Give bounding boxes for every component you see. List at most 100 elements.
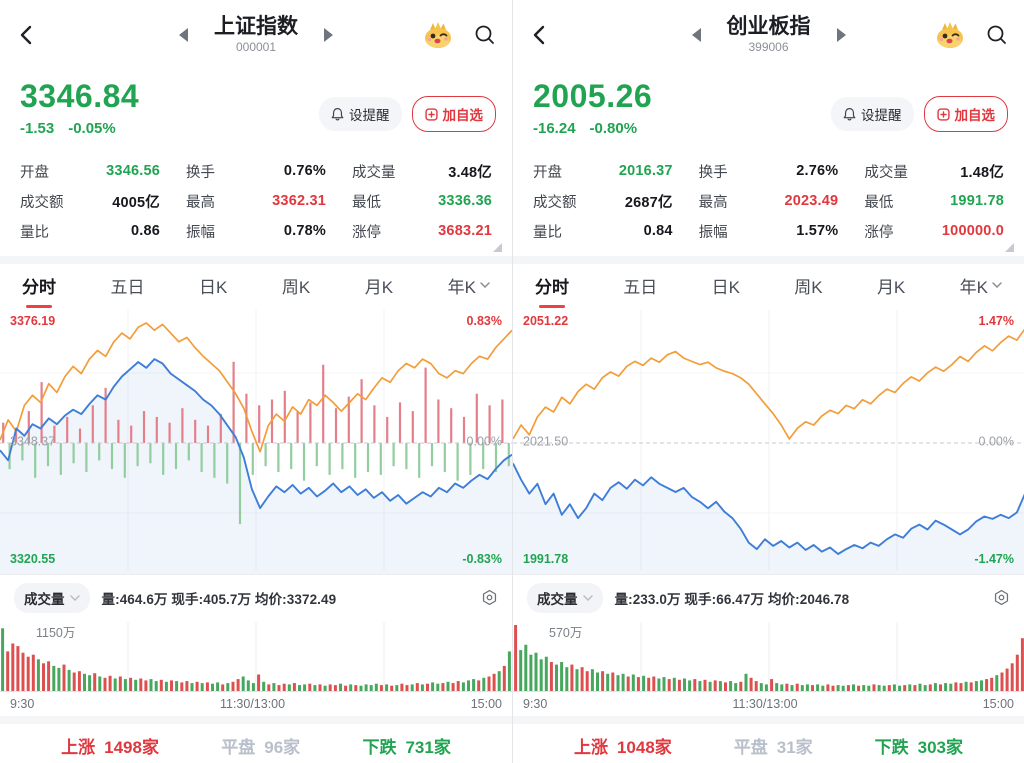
advancers-label: 上涨 bbox=[573, 737, 608, 757]
mascot-icon[interactable] bbox=[422, 21, 454, 49]
stat-item: 开盘 3346.56 bbox=[20, 156, 160, 186]
back-chevron-icon bbox=[533, 25, 545, 45]
decliners-count: 731家 bbox=[405, 737, 451, 757]
market-breadth-bar: 上涨 1048家 平盘 31家 下跌 303家 bbox=[513, 724, 1024, 763]
stat-value: 0.76% bbox=[283, 163, 326, 179]
unchanged-count: 96家 bbox=[264, 737, 301, 757]
minute-chart-box: 3376.19 0.83% 3348.37 0.00% 3320.55 -0.8… bbox=[0, 306, 512, 574]
volume-axis-label: 570万 bbox=[549, 626, 583, 640]
stat-item: 振幅 0.78% bbox=[186, 216, 326, 246]
add-watchlist-button[interactable]: 加自选 bbox=[923, 96, 1008, 132]
minute-chart[interactable] bbox=[513, 306, 1024, 574]
stat-item: 换手 2.76% bbox=[699, 156, 839, 186]
time-tick-close: 15:00 bbox=[470, 697, 502, 711]
minute-chart[interactable] bbox=[0, 306, 512, 574]
back-button[interactable] bbox=[529, 21, 557, 49]
stat-label: 换手 bbox=[186, 164, 215, 181]
stat-item: 最低 3336.36 bbox=[352, 186, 492, 216]
next-index-button[interactable] bbox=[836, 28, 846, 42]
index-panel-sh: 上证指数 000001 3346.84 bbox=[0, 0, 512, 763]
prev-index-button[interactable] bbox=[179, 28, 188, 42]
stat-item: 振幅 1.57% bbox=[699, 216, 839, 246]
stat-item: 涨停 3683.21 bbox=[352, 216, 492, 246]
chevron-down-icon bbox=[582, 594, 593, 601]
index-title: 创业板指 bbox=[726, 15, 811, 39]
stat-item: 成交额 2687亿 bbox=[533, 186, 673, 216]
tab-年K[interactable]: 年K bbox=[958, 267, 1004, 304]
unchanged-count: 31家 bbox=[776, 737, 813, 757]
price-change: -16.24 bbox=[533, 120, 576, 137]
stat-item: 成交额 4005亿 bbox=[20, 186, 160, 216]
tab-周K[interactable]: 周K bbox=[794, 277, 823, 297]
stat-value: 3336.36 bbox=[438, 193, 492, 209]
stat-value: 0.78% bbox=[283, 223, 326, 239]
axis-label-mid-pct: 0.00% bbox=[466, 434, 502, 449]
expand-stats-handle[interactable] bbox=[493, 243, 502, 252]
minute-chart-box: 2051.22 1.47% 2021.50 0.00% 1991.78 -1.4… bbox=[513, 306, 1024, 574]
chart-tab-bar: 分时 五日 日K 周K 月K 年K bbox=[513, 264, 1024, 306]
unchanged-label: 平盘 bbox=[733, 737, 768, 757]
tab-周K[interactable]: 周K bbox=[281, 277, 311, 297]
axis-label-low: 1991.78 bbox=[523, 552, 569, 566]
volume-stats-text: 量:464.6万 现手:405.7万 均价:3372.49 bbox=[101, 591, 337, 607]
chart-settings-button[interactable] bbox=[993, 589, 1010, 606]
set-alert-button[interactable]: 设提醒 bbox=[831, 97, 914, 131]
add-watchlist-button[interactable]: 加自选 bbox=[411, 96, 496, 132]
expand-stats-handle[interactable] bbox=[1005, 243, 1014, 252]
section-divider bbox=[0, 716, 512, 724]
volume-chart[interactable] bbox=[513, 620, 1024, 692]
time-tick-open: 9:30 bbox=[10, 697, 35, 711]
index-title-block: 上证指数 000001 bbox=[214, 15, 298, 54]
stat-item: 最高 2023.49 bbox=[699, 186, 839, 216]
stat-value: 4005亿 bbox=[112, 194, 160, 211]
stat-label: 成交量 bbox=[864, 164, 908, 181]
chart-settings-button[interactable] bbox=[481, 589, 498, 606]
tab-分时[interactable]: 分时 bbox=[20, 267, 58, 304]
plus-square-icon bbox=[936, 107, 950, 121]
next-index-button[interactable] bbox=[324, 28, 333, 42]
search-icon[interactable] bbox=[474, 24, 496, 46]
stat-label: 成交额 bbox=[20, 194, 64, 211]
set-alert-button[interactable]: 设提醒 bbox=[319, 97, 402, 131]
tab-五日[interactable]: 五日 bbox=[623, 277, 658, 297]
stat-label: 开盘 bbox=[533, 164, 562, 181]
market-breadth-bar: 上涨 1498家 平盘 96家 下跌 731家 bbox=[0, 724, 512, 763]
mascot-icon[interactable] bbox=[934, 21, 966, 49]
volume-type-selector[interactable]: 成交量 bbox=[14, 582, 90, 613]
stat-item: 成交量 1.48亿 bbox=[864, 156, 1004, 186]
stat-label: 开盘 bbox=[20, 164, 49, 181]
volume-chart-box: 1150万 bbox=[0, 620, 512, 692]
volume-chart[interactable] bbox=[0, 620, 512, 692]
stat-label: 最低 bbox=[864, 194, 894, 211]
stat-value: 100000.0 bbox=[941, 223, 1004, 239]
axis-label-mid-pct: 0.00% bbox=[978, 434, 1014, 449]
stat-value: 0.84 bbox=[643, 223, 673, 239]
volume-type-label: 成交量 bbox=[24, 591, 65, 607]
tab-日K[interactable]: 日K bbox=[711, 277, 740, 297]
tab-分时[interactable]: 分时 bbox=[533, 267, 571, 304]
index-panel-chinext: 创业板指 399006 2005.26 bbox=[512, 0, 1024, 763]
tab-月K[interactable]: 月K bbox=[876, 277, 906, 297]
tab-月K[interactable]: 月K bbox=[364, 277, 394, 297]
chevron-down-icon bbox=[992, 282, 1002, 288]
tab-日K[interactable]: 日K bbox=[199, 277, 228, 297]
stat-label: 最高 bbox=[186, 194, 215, 211]
stat-label: 最低 bbox=[352, 194, 381, 211]
bell-icon bbox=[331, 108, 344, 121]
time-tick-close: 15:00 bbox=[982, 697, 1014, 711]
stats-grid: 开盘 2016.37 换手 2.76% 成交量 1.48亿 成交额 2687亿 最高 2023.4… bbox=[513, 150, 1024, 256]
volume-header: 成交量 量:464.6万 现手:405.7万 均价:3372.49 bbox=[0, 574, 512, 620]
time-axis: 9:30 11:30/13:00 15:00 bbox=[0, 692, 512, 716]
search-icon[interactable] bbox=[986, 24, 1008, 46]
volume-type-selector[interactable]: 成交量 bbox=[527, 582, 603, 613]
axis-label-low-pct: -0.83% bbox=[462, 552, 502, 566]
tab-年K[interactable]: 年K bbox=[446, 267, 492, 304]
navbar: 创业板指 399006 bbox=[513, 0, 1024, 70]
tab-五日[interactable]: 五日 bbox=[110, 277, 145, 297]
time-tick-open: 9:30 bbox=[523, 697, 548, 711]
section-divider bbox=[513, 256, 1024, 264]
back-button[interactable] bbox=[16, 21, 44, 49]
prev-index-button[interactable] bbox=[691, 28, 701, 42]
bell-icon bbox=[843, 108, 856, 121]
